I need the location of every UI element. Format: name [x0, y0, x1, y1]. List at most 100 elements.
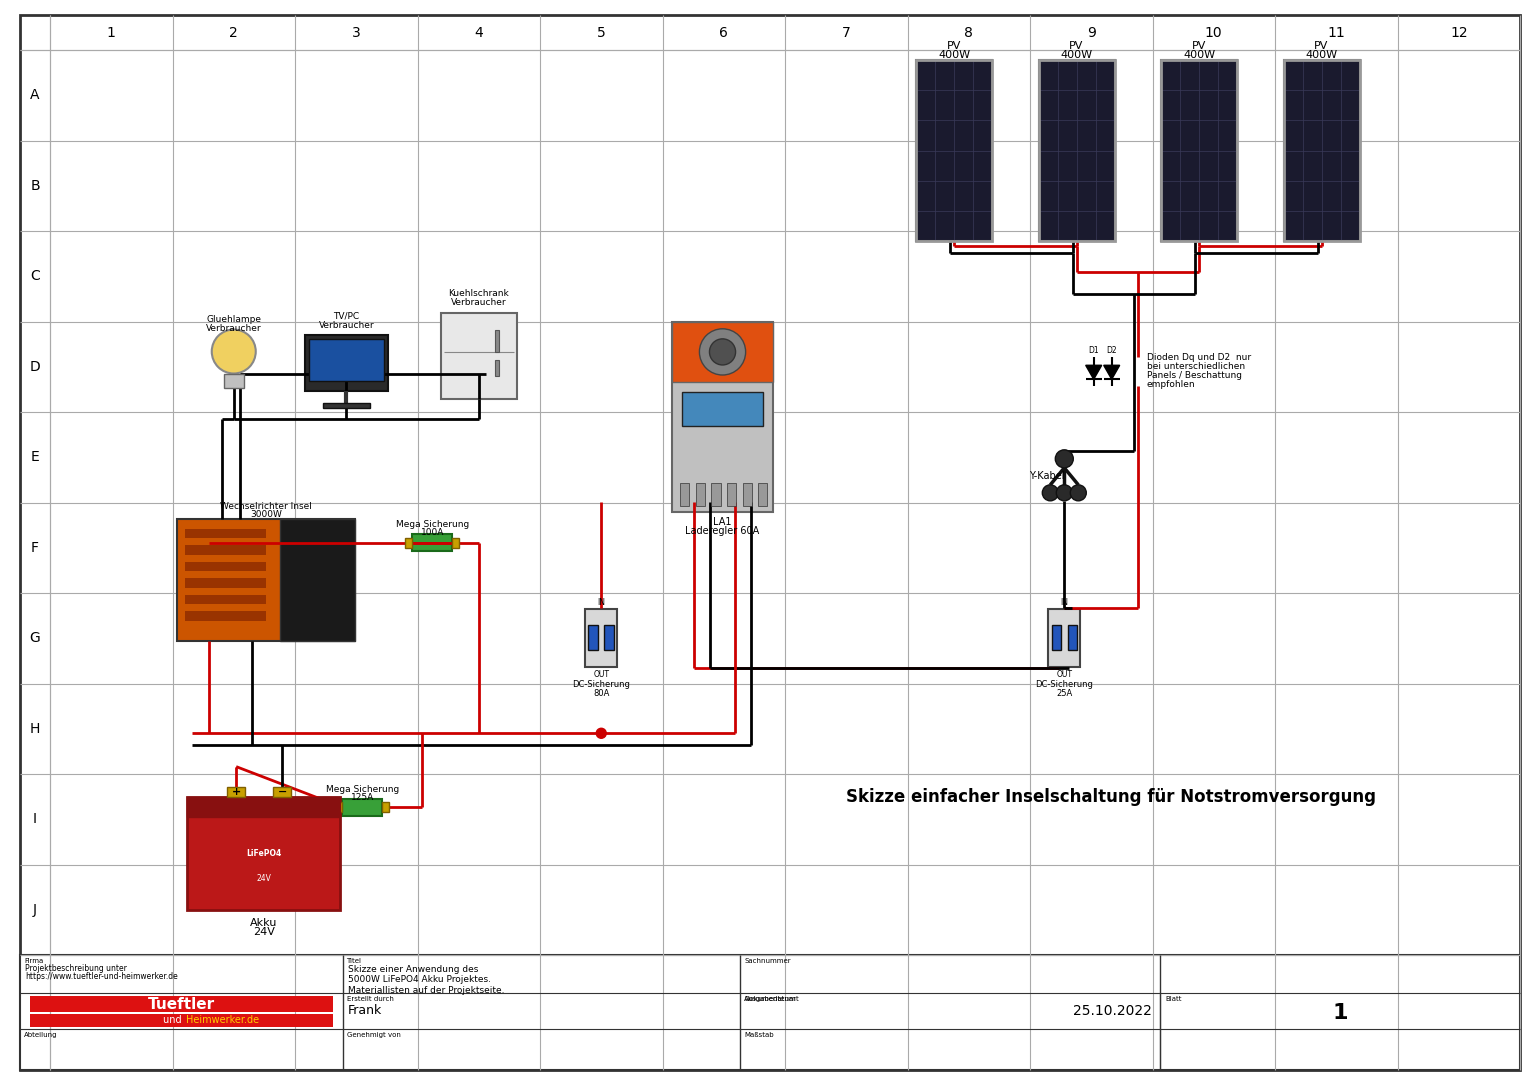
- Text: 80A: 80A: [593, 689, 610, 697]
- Text: 1: 1: [1332, 1003, 1347, 1023]
- Bar: [588, 626, 598, 649]
- Text: Frank: Frank: [347, 1003, 382, 1016]
- Text: +: +: [232, 786, 241, 797]
- Text: Ausgabedatum: Ausgabedatum: [743, 996, 797, 1002]
- Bar: [915, 60, 992, 241]
- Bar: [382, 803, 389, 812]
- Text: 24V: 24V: [257, 873, 272, 883]
- Bar: [585, 609, 617, 667]
- Text: bei unterschiedlichen: bei unterschiedlichen: [1147, 362, 1244, 370]
- Bar: [335, 803, 343, 812]
- Text: 400W: 400W: [1306, 50, 1338, 60]
- Bar: [1052, 626, 1061, 649]
- Bar: [711, 483, 720, 506]
- Text: H: H: [29, 722, 40, 735]
- Bar: [673, 321, 773, 512]
- Text: Gluehlampe: Gluehlampe: [206, 315, 261, 324]
- Text: Blatt: Blatt: [1164, 996, 1181, 1002]
- Circle shape: [699, 329, 745, 375]
- Polygon shape: [1086, 365, 1101, 379]
- Text: Erstellt durch: Erstellt durch: [347, 996, 393, 1002]
- Bar: [177, 519, 355, 641]
- Text: J: J: [32, 902, 37, 917]
- Text: Genehmigt von: Genehmigt von: [347, 1032, 401, 1037]
- Bar: [184, 545, 266, 555]
- Bar: [412, 534, 452, 552]
- Text: D1: D1: [1089, 345, 1100, 355]
- Text: I: I: [32, 812, 37, 826]
- Bar: [224, 374, 244, 388]
- Text: Y-Kabel: Y-Kabel: [1029, 471, 1064, 481]
- Bar: [1048, 609, 1080, 667]
- Text: Abteilung: Abteilung: [25, 1032, 57, 1037]
- Text: E: E: [31, 451, 40, 464]
- Text: empfohlen: empfohlen: [1147, 380, 1195, 389]
- Text: DC-Sicherung: DC-Sicherung: [573, 680, 630, 689]
- Bar: [1284, 60, 1359, 241]
- Text: 11: 11: [1327, 25, 1346, 39]
- Polygon shape: [1104, 365, 1120, 379]
- Bar: [323, 403, 370, 408]
- Text: OUT: OUT: [593, 670, 610, 679]
- Circle shape: [1043, 484, 1058, 501]
- Bar: [1284, 60, 1359, 241]
- Circle shape: [1055, 450, 1074, 468]
- Bar: [496, 361, 499, 376]
- Circle shape: [710, 339, 736, 365]
- Bar: [227, 786, 246, 797]
- Text: Maßstab: Maßstab: [743, 1032, 774, 1037]
- Text: 8: 8: [965, 25, 974, 39]
- Text: Sachnummer: Sachnummer: [743, 958, 791, 964]
- Text: 25A: 25A: [1057, 689, 1072, 697]
- Bar: [20, 955, 1521, 1070]
- Text: PV: PV: [1192, 41, 1206, 51]
- Text: Laderegler 60A: Laderegler 60A: [685, 526, 760, 535]
- Text: Akku: Akku: [250, 918, 278, 927]
- Text: PV: PV: [1069, 41, 1084, 51]
- Circle shape: [596, 729, 607, 738]
- Bar: [304, 336, 389, 391]
- Text: Mega Sicherung: Mega Sicherung: [326, 785, 399, 794]
- Text: Dioden Dq und D2  nur: Dioden Dq und D2 nur: [1147, 353, 1250, 362]
- Text: D: D: [29, 359, 40, 374]
- Text: Heimwerker.de: Heimwerker.de: [186, 1015, 260, 1025]
- Text: 9: 9: [1087, 25, 1095, 39]
- Text: Firma: Firma: [25, 958, 43, 964]
- Bar: [759, 483, 766, 506]
- Text: LA1: LA1: [713, 517, 731, 527]
- Bar: [682, 392, 763, 426]
- Bar: [742, 483, 751, 506]
- Text: TV/PC: TV/PC: [333, 312, 359, 320]
- Text: Verbraucher: Verbraucher: [452, 299, 507, 307]
- Text: Verbraucher: Verbraucher: [206, 324, 261, 333]
- Bar: [187, 797, 341, 910]
- Circle shape: [212, 329, 257, 374]
- Text: 3: 3: [352, 25, 361, 39]
- Text: G: G: [29, 631, 40, 645]
- Text: Skizze einfacher Inselschaltung für Notstromversorgung: Skizze einfacher Inselschaltung für Nots…: [846, 787, 1376, 806]
- Bar: [1161, 60, 1236, 241]
- Text: 24V: 24V: [253, 926, 275, 937]
- Bar: [696, 483, 705, 506]
- Text: Mega Sicherung: Mega Sicherung: [396, 520, 468, 529]
- Text: 2: 2: [229, 25, 238, 39]
- Circle shape: [1057, 484, 1072, 501]
- Text: IN: IN: [1060, 597, 1069, 607]
- Text: −: −: [278, 786, 287, 797]
- Bar: [452, 538, 459, 547]
- Bar: [184, 578, 266, 588]
- Text: 4: 4: [475, 25, 484, 39]
- Bar: [496, 330, 499, 352]
- Text: Kuehlschrank: Kuehlschrank: [449, 289, 508, 299]
- Bar: [309, 339, 384, 381]
- Text: Skizze einer Anwendung des
5000W LiFePO4 Akku Projektes.
Materiallisten auf der : Skizze einer Anwendung des 5000W LiFePO4…: [347, 965, 504, 995]
- Bar: [915, 60, 992, 241]
- Text: Wechselrichter Insel: Wechselrichter Insel: [220, 503, 312, 512]
- Text: F: F: [31, 541, 38, 555]
- Text: 125A: 125A: [350, 793, 373, 801]
- Text: 400W: 400W: [938, 50, 971, 60]
- Text: IN: IN: [598, 597, 605, 607]
- Bar: [184, 611, 266, 621]
- Bar: [680, 483, 690, 506]
- Bar: [31, 1014, 332, 1026]
